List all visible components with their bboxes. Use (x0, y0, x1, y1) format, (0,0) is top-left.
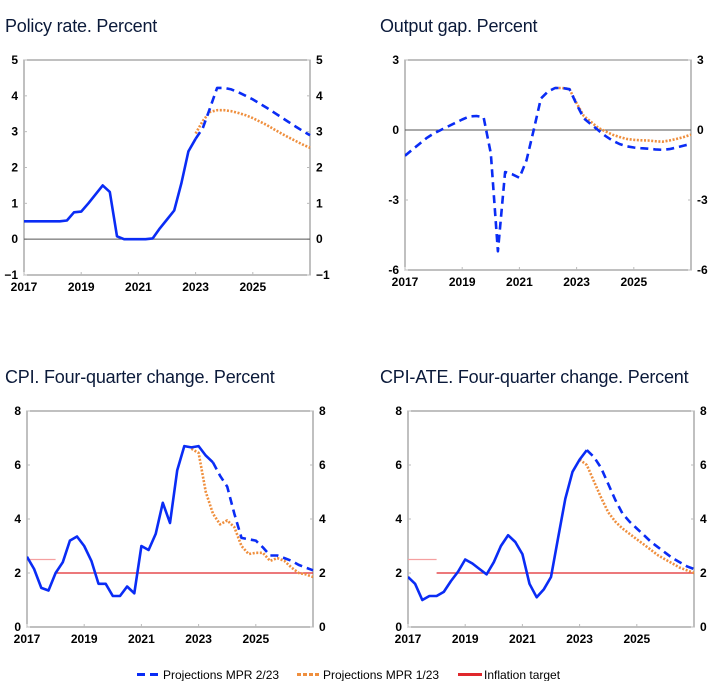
x-tick-label: 2017 (11, 280, 38, 294)
x-tick-label: 2025 (242, 632, 269, 646)
y-tick-label-left: 6 (395, 458, 402, 472)
panel-title-cpi: CPI. Four-quarter change. Percent (5, 367, 275, 387)
y-tick-label-right: −1 (316, 268, 330, 282)
x-tick-label: 2017 (392, 275, 419, 289)
y-tick-label-right: -3 (697, 193, 708, 207)
y-tick-label-left: 4 (14, 512, 21, 526)
dashed-line-swatch-icon (137, 673, 161, 676)
y-tick-label-right: 4 (700, 512, 707, 526)
y-tick-label-left: 2 (11, 161, 18, 175)
x-tick-label: 2025 (239, 280, 266, 294)
dotted-line-swatch-icon (297, 673, 321, 676)
y-tick-label-left: 4 (11, 89, 18, 103)
projection-mpr-1-23-line (578, 458, 695, 575)
y-tick-label-left: 3 (392, 53, 399, 67)
projection-mpr-2-23-line (211, 461, 314, 572)
x-tick-label: 2019 (449, 275, 476, 289)
y-tick-label-left: -6 (388, 263, 399, 277)
x-tick-label: 2017 (395, 632, 422, 646)
y-tick-label-left: 2 (14, 566, 21, 580)
y-tick-label-right: 6 (319, 458, 326, 472)
x-tick-label: 2021 (506, 275, 533, 289)
y-tick-label-left: 4 (395, 512, 402, 526)
y-tick-label-left: 3 (11, 125, 18, 139)
y-tick-label-left: 0 (14, 620, 21, 634)
chart-cpi: 0 0 2 2 4 4 6 6 8 8 2017 2019 2021 2023 2025 (14, 404, 326, 646)
y-tick-label-right: 2 (319, 566, 326, 580)
y-tick-label-right: 0 (700, 620, 707, 634)
y-tick-label-right: 5 (316, 53, 323, 67)
y-tick-label-left: 1 (11, 196, 18, 210)
projection-mpr-1-23-line (194, 108, 311, 149)
x-tick-label: 2023 (182, 280, 209, 294)
y-tick-label-left: 0 (392, 123, 399, 137)
y-tick-label-right: 3 (697, 53, 704, 67)
x-tick-label: 2019 (452, 632, 479, 646)
y-tick-label-right: 0 (697, 123, 704, 137)
y-tick-label-right: 4 (319, 512, 326, 526)
y-tick-label-right: 8 (319, 404, 326, 418)
history-line (24, 138, 197, 241)
y-tick-label-right: 6 (700, 458, 707, 472)
y-tick-label-right: 8 (700, 404, 707, 418)
x-tick-label: 2019 (71, 632, 98, 646)
plot-frame (23, 59, 311, 276)
solid-line-swatch-icon (458, 673, 482, 676)
x-tick-label: 2019 (68, 280, 95, 294)
y-tick-label-right: 0 (319, 620, 326, 634)
y-tick-label-left: 2 (395, 566, 402, 580)
chart-output-gap: -6 -6 -3 -3 0 0 3 3 2017 2019 2021 2023 2025 (388, 53, 708, 289)
legend-label: Projections MPR 1/23 (323, 668, 440, 681)
legend-item-mpr-1-23: Projections MPR 1/23 (297, 668, 439, 681)
y-tick-label-right: 4 (316, 89, 323, 103)
history-line (408, 449, 588, 602)
legend-item-mpr-2-23: Projections MPR 2/23 (137, 668, 279, 681)
x-tick-label: 2025 (623, 632, 650, 646)
y-tick-label-left: 6 (14, 458, 21, 472)
y-tick-label-right: 2 (700, 566, 707, 580)
y-tick-label-left: -3 (388, 193, 399, 207)
legend-item-inflation-target: Inflation target (458, 668, 560, 681)
x-tick-label: 2021 (128, 632, 155, 646)
y-tick-label-right: 2 (316, 161, 323, 175)
panel-title-cpi-ate: CPI-ATE. Four-quarter change. Percent (380, 367, 689, 387)
projection-mpr-2-23-line (405, 86, 692, 253)
y-tick-label-right: 1 (316, 196, 323, 210)
legend: Projections MPR 2/23 Projections MPR 1/2… (0, 668, 722, 681)
panel-title-output-gap: Output gap. Percent (380, 16, 538, 36)
y-tick-label-left: 8 (395, 404, 402, 418)
chart-cpi-ate: 0 0 2 2 4 4 6 6 8 8 2017 2019 2021 2023 2025 (395, 404, 707, 646)
legend-label: Projections MPR 2/23 (163, 668, 280, 681)
y-tick-label-left: −1 (4, 268, 18, 282)
y-tick-label-right: -6 (697, 263, 708, 277)
panel-title-policy-rate: Policy rate. Percent (5, 16, 158, 36)
chart-policy-rate: −1 −1 0 0 1 1 2 2 3 3 4 4 5 5 2017 2019 2021 2023 2025 (4, 53, 330, 294)
y-tick-label-left: 5 (11, 53, 18, 67)
projection-mpr-1-23-line (555, 86, 692, 143)
y-tick-label-right: 0 (316, 232, 323, 246)
x-tick-label: 2025 (620, 275, 647, 289)
projection-mpr-2-23-line (194, 86, 311, 140)
x-tick-label: 2023 (566, 632, 593, 646)
x-tick-label: 2021 (125, 280, 152, 294)
plot-frame (404, 59, 692, 271)
y-tick-label-left: 8 (14, 404, 21, 418)
legend-label: Inflation target (484, 668, 561, 681)
x-tick-label: 2023 (185, 632, 212, 646)
x-tick-label: 2021 (509, 632, 536, 646)
plot-frame (407, 410, 695, 628)
y-tick-label-right: 3 (316, 125, 323, 139)
y-tick-label-left: 0 (395, 620, 402, 634)
x-tick-label: 2023 (563, 275, 590, 289)
projection-mpr-2-23-line (585, 449, 695, 571)
x-tick-label: 2017 (14, 632, 41, 646)
history-line (27, 444, 214, 598)
y-tick-label-left: 0 (11, 232, 18, 246)
projection-mpr-1-23-line (190, 447, 314, 579)
